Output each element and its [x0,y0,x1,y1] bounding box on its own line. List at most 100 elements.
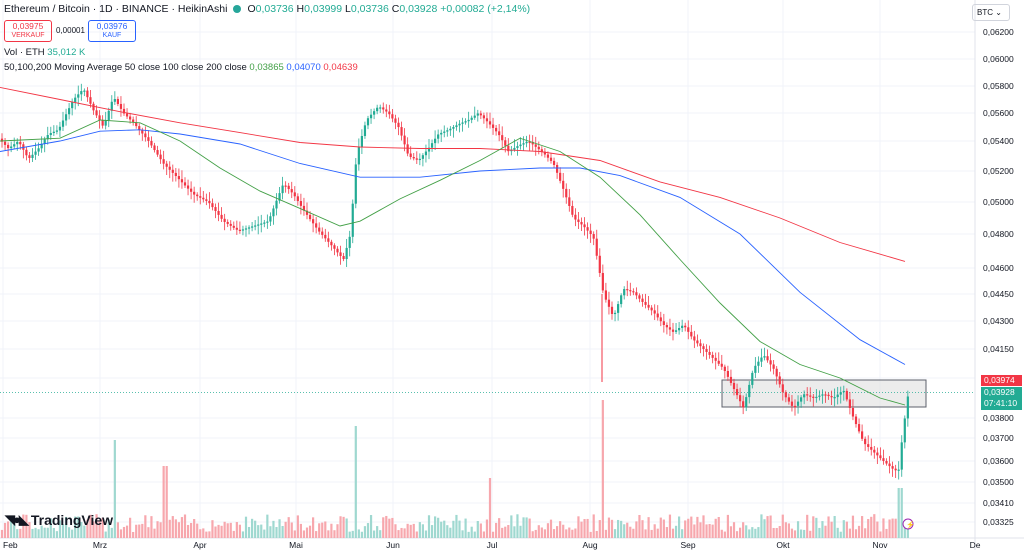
candle [784,392,787,398]
candle [549,157,553,161]
volume-bar [690,516,693,538]
volume-bar [678,516,681,538]
candle [80,91,83,95]
candle [403,135,406,145]
candle [0,138,4,142]
volume-bar [43,527,46,538]
x-tick-label: Apr [193,540,206,550]
volume-bar [257,525,260,538]
candle [623,289,626,296]
volume-bar [95,514,98,538]
volume-bar [119,529,123,538]
volume-bar [848,528,851,538]
candle [40,143,43,149]
volume-bar [135,524,138,538]
x-tick-label: Aug [582,540,597,550]
candle [507,145,510,152]
volume-bar [589,531,592,538]
x-tick-label: Nov [872,540,888,550]
volume-bar [757,527,760,538]
volume-bar [498,518,501,538]
candle [7,144,10,149]
volume-bar [580,521,583,538]
candle [211,203,214,208]
currency-select[interactable]: BTC ⌄ [972,4,1010,21]
volume-bar [513,526,516,538]
volume-bar [266,514,269,538]
candle [180,179,184,183]
candle [3,141,7,145]
candle [662,321,665,326]
volume-bar [333,530,336,538]
candle [64,114,68,121]
volume-legend[interactable]: Vol · ETH 35,012 K [4,47,86,58]
volume-bar [52,527,55,538]
candle [217,210,220,215]
candle [717,360,720,364]
volume-bar [577,516,580,538]
candle [421,155,424,159]
candle [13,144,16,147]
volume-bar [537,525,540,538]
candle [772,364,775,369]
volume-bar [269,526,272,538]
volume-bar [574,528,577,538]
volume-bar [461,530,464,538]
candle [354,164,357,204]
volume-bar [302,530,306,538]
candle [488,121,492,125]
candle [177,176,180,180]
volume-bar [238,524,241,538]
volume-bar [77,516,80,538]
candle [305,210,309,215]
volume-bar [287,517,290,538]
volume-bar [906,523,909,538]
symbol-title[interactable]: Ethereum / Bitcoin · 1D · BINANCE · Heik… [4,3,228,15]
sell-button[interactable]: 0,03975 VERKAUF [4,20,52,42]
volume-bar [748,529,751,538]
tradingview-logo[interactable]: ◥●◣ TradingView [5,512,114,528]
volume-bar [696,516,699,538]
volume-bar [312,517,315,538]
volume-bar [19,528,22,538]
candle [165,163,168,167]
candle [751,372,754,385]
candle [586,227,589,231]
candle [141,129,144,134]
volume-bar [479,523,482,538]
buy-button[interactable]: 0,03976 KAUF [88,20,136,42]
candle [400,127,403,136]
candle [366,118,370,126]
volume-bar [363,526,367,538]
volume-bar [101,517,104,538]
volume-bar [235,522,238,538]
candle [388,111,391,115]
y-tick-label: 0,03325 [983,517,1014,527]
candle [836,394,839,398]
volume-bar [617,519,620,538]
volume-bar [598,520,601,538]
volume-bar [424,530,428,538]
volume-bar [186,524,190,538]
ma-legend[interactable]: 50,100,200 Moving Average 50 close 100 c… [4,62,358,73]
candle [278,193,281,201]
volume-bar [147,527,150,538]
candle [519,144,522,147]
volume-bar [366,523,370,538]
candle [449,128,452,131]
y-tick-label: 0,04800 [983,229,1014,239]
candle [232,225,235,228]
volume-bar [708,523,711,538]
candle [208,200,211,204]
volume-bar [851,515,855,538]
candle [604,290,607,300]
ma-100-line [0,129,906,365]
volume-bar [488,478,492,538]
volume-bar [632,528,635,538]
volume-bar [153,528,156,538]
volume-bar [745,525,748,538]
candle [556,164,559,173]
price-tag-sell: 0,03974 [981,375,1022,386]
volume-bar [559,521,562,538]
